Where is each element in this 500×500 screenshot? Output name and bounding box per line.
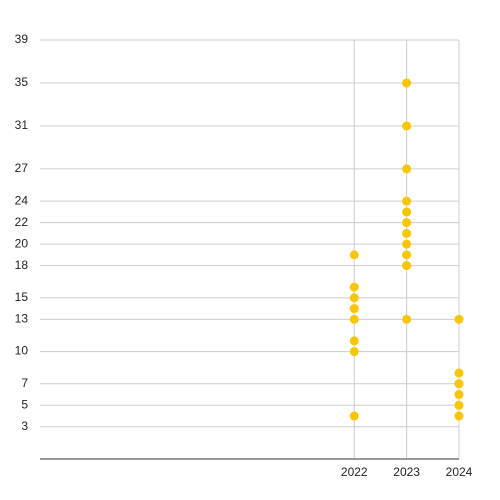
point	[349, 411, 359, 421]
point	[349, 314, 359, 324]
y-tick-label: 24	[15, 193, 29, 207]
point	[402, 314, 412, 324]
y-tick-label: 31	[15, 118, 29, 132]
y-tick-label: 27	[15, 161, 29, 175]
point	[402, 250, 412, 260]
point	[402, 228, 412, 238]
point	[454, 314, 464, 324]
y-tick-label: 10	[15, 344, 29, 358]
point	[402, 196, 412, 206]
point	[402, 164, 412, 174]
point	[349, 336, 359, 346]
y-tick-label: 15	[15, 290, 29, 304]
point	[402, 121, 412, 131]
x-tick-label: 2024	[446, 465, 473, 479]
y-tick-label: 7	[21, 376, 28, 390]
point	[349, 282, 359, 292]
x-tick-label: 2023	[393, 465, 420, 479]
point	[349, 293, 359, 303]
point	[454, 400, 464, 410]
y-tick-label: 5	[21, 397, 28, 411]
y-tick-label: 39	[15, 32, 29, 46]
x-tick-label: 2022	[341, 465, 368, 479]
y-tick-label: 35	[15, 75, 29, 89]
point	[402, 218, 412, 228]
y-tick-label: 13	[15, 312, 29, 326]
point	[454, 368, 464, 378]
y-tick-label: 22	[15, 215, 29, 229]
point	[349, 347, 359, 357]
point	[402, 78, 412, 88]
point	[349, 304, 359, 314]
point	[349, 250, 359, 260]
y-tick-label: 18	[15, 258, 29, 272]
point	[402, 207, 412, 217]
y-tick-label: 20	[15, 236, 29, 250]
point	[402, 239, 412, 249]
point	[454, 379, 464, 389]
point	[454, 390, 464, 400]
point	[454, 411, 464, 421]
y-tick-label: 3	[21, 419, 28, 433]
point	[402, 261, 412, 271]
